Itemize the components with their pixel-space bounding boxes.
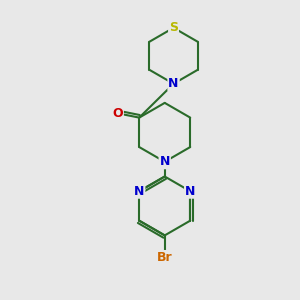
Text: Br: Br — [157, 251, 172, 264]
Text: N: N — [160, 155, 170, 168]
Text: N: N — [185, 185, 195, 198]
Text: N: N — [168, 77, 179, 90]
Text: N: N — [134, 185, 144, 198]
Text: O: O — [112, 107, 123, 120]
Text: S: S — [169, 21, 178, 34]
